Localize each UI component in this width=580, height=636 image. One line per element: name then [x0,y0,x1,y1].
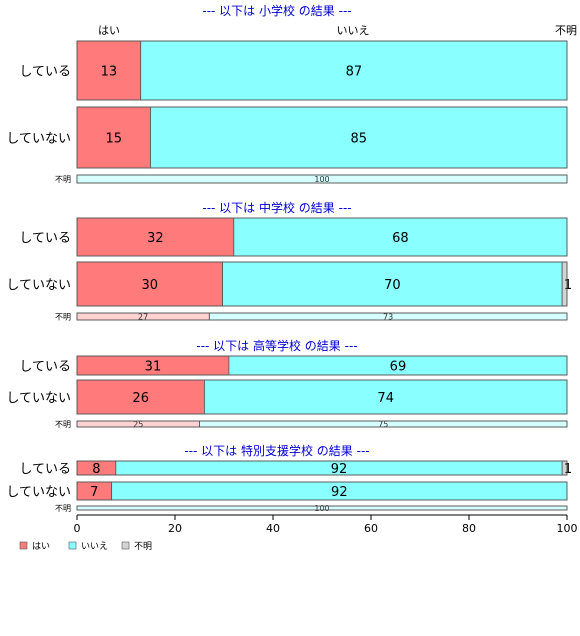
row-label: していない [6,391,71,406]
bar-segment-いいえ [222,261,563,307]
bar-segment-いいえ [150,106,568,169]
panel-title: --- 以下は 特別支援学校 の結果 --- [184,443,369,458]
x-tick-label: 20 [168,522,182,535]
legend-swatch [68,541,77,550]
row-label: 不明 [55,313,71,322]
row-label: している [19,360,71,375]
legend-label: いいえ [81,541,108,552]
data-label: 70 [384,278,401,293]
data-label: 1 [564,462,572,477]
legend-label: 不明 [134,541,152,552]
data-label: 7 [90,485,98,500]
data-label: 26 [132,391,149,406]
bar-segment-はい [76,40,142,101]
top-category-label: 不明 [555,24,577,37]
data-label: 75 [378,420,388,429]
row-label: 不明 [55,175,71,184]
data-label: 25 [133,420,143,429]
legend-swatch [121,541,130,550]
data-label: 85 [350,132,367,147]
data-label: 1 [564,278,572,293]
bar-outline [76,217,568,257]
data-label: 30 [141,278,158,293]
data-label: 68 [392,231,409,246]
bar-segment-はい [76,379,205,415]
bar-outline [76,460,568,476]
bar-segment-はい [76,217,235,257]
bar-outline [76,312,568,321]
bar-outline [76,420,568,428]
bar-outline [76,481,568,501]
row-label: している [19,65,71,80]
legend-swatch [19,541,28,550]
bar-outline [76,106,568,169]
x-tick-label: 100 [557,522,578,535]
x-tick-label: 0 [74,522,81,535]
panel-title: --- 以下は 小学校 の結果 --- [202,3,351,18]
bar-outline [76,379,568,415]
data-label: 31 [145,360,162,375]
row-label: していない [6,132,71,147]
top-category-label: いいえ [337,24,370,37]
panel-title: --- 以下は 高等学校 の結果 --- [196,338,357,353]
data-label: 74 [377,391,394,406]
data-label: 69 [390,360,407,375]
row-label: している [19,462,71,477]
data-label: 15 [105,132,122,147]
data-label: 27 [138,313,148,322]
bar-segment-いいえ [140,40,568,101]
bar-segment-いいえ [203,379,568,415]
data-label: 73 [383,313,393,322]
row-label: していない [6,485,71,500]
row-label: している [19,231,71,246]
data-label: 13 [101,65,118,80]
data-label: 32 [147,231,164,246]
data-label: 92 [331,485,348,500]
data-label: 100 [314,504,329,513]
bar-outline [76,40,568,101]
panel-title: --- 以下は 中学校 の結果 --- [202,200,351,215]
x-tick-label: 60 [364,522,378,535]
legend-label: はい [32,541,50,552]
bar-outline [76,261,568,307]
x-tick-label: 80 [462,522,476,535]
data-label: 92 [331,462,348,477]
bar-outline [76,505,568,511]
row-label: 不明 [55,504,71,513]
bar-segment-いいえ [233,217,568,257]
data-label: 100 [314,175,329,184]
x-tick-label: 40 [266,522,280,535]
row-label: 不明 [55,420,71,429]
top-category-label: はい [98,24,120,37]
row-label: していない [6,278,71,293]
data-label: 8 [92,462,100,477]
data-label: 87 [346,65,363,80]
bar-outline [76,174,568,184]
bar-outline [76,355,568,376]
